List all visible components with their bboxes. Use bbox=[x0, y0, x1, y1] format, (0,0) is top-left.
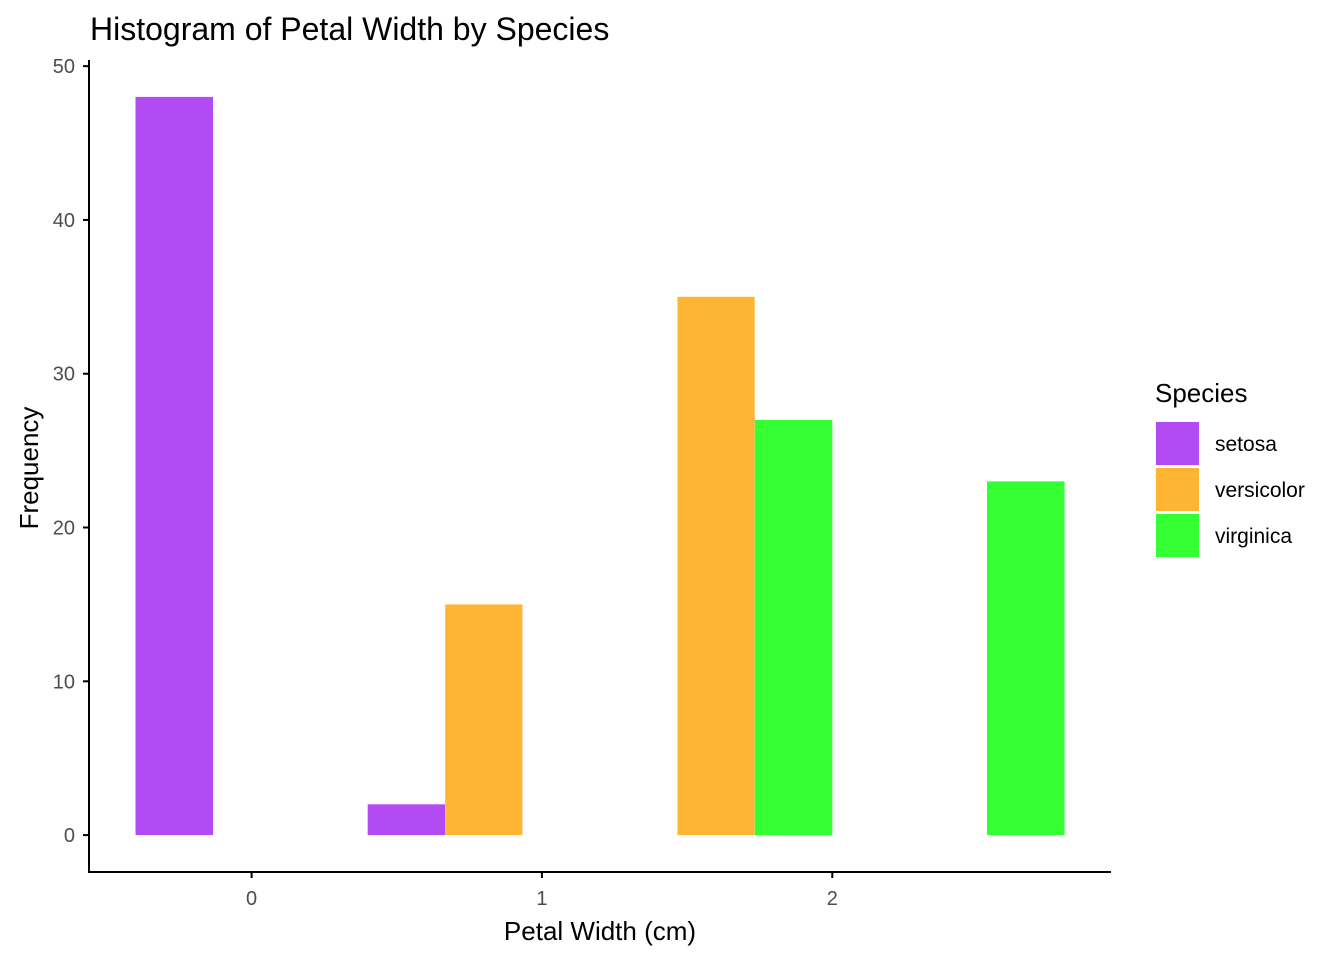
legend-swatch-virginica bbox=[1156, 514, 1199, 557]
x-axis-title: Petal Width (cm) bbox=[504, 916, 696, 946]
y-tick-label: 0 bbox=[64, 825, 75, 847]
y-tick-label: 40 bbox=[53, 210, 75, 232]
chart-title: Histogram of Petal Width by Species bbox=[90, 11, 609, 47]
bar-versicolor-1 bbox=[677, 296, 755, 836]
bar-versicolor-0 bbox=[445, 604, 523, 836]
legend-label-virginica: virginica bbox=[1215, 525, 1292, 548]
y-tick-label: 30 bbox=[53, 364, 75, 386]
legend: Species setosa versicolor virginica bbox=[1155, 378, 1305, 557]
x-tick-label: 0 bbox=[246, 888, 257, 910]
x-tick-label: 2 bbox=[827, 888, 838, 910]
legend-swatch-versicolor bbox=[1156, 468, 1199, 511]
bar-setosa-1 bbox=[367, 804, 446, 836]
y-tick-label: 50 bbox=[53, 56, 75, 78]
legend-title: Species bbox=[1155, 378, 1248, 408]
y-axis-ticks: 0 10 20 30 40 50 bbox=[53, 56, 89, 847]
bar-virginica-1 bbox=[987, 481, 1065, 836]
y-axis-title: Frequency bbox=[14, 407, 44, 530]
bar-setosa-0 bbox=[135, 96, 213, 836]
legend-swatch-setosa bbox=[1156, 422, 1199, 465]
y-tick-label: 10 bbox=[53, 671, 75, 693]
legend-label-setosa: setosa bbox=[1215, 433, 1277, 456]
bar-virginica-0 bbox=[754, 419, 833, 836]
y-tick-label: 20 bbox=[53, 518, 75, 540]
x-axis-ticks: 0 1 2 bbox=[246, 872, 838, 910]
plot-area bbox=[135, 96, 1065, 836]
legend-label-versicolor: versicolor bbox=[1215, 479, 1305, 502]
x-tick-label: 1 bbox=[536, 888, 547, 910]
